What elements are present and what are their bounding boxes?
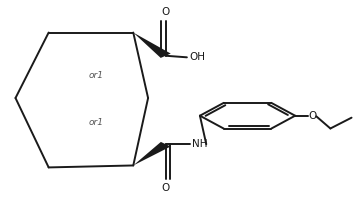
Text: O: O [161, 7, 170, 17]
Text: O: O [308, 111, 316, 121]
Polygon shape [133, 32, 171, 58]
Text: O: O [161, 183, 170, 193]
Text: or1: or1 [88, 71, 103, 80]
Text: or1: or1 [88, 118, 103, 127]
Text: NH: NH [192, 139, 208, 149]
Text: OH: OH [189, 52, 205, 62]
Polygon shape [133, 142, 171, 166]
